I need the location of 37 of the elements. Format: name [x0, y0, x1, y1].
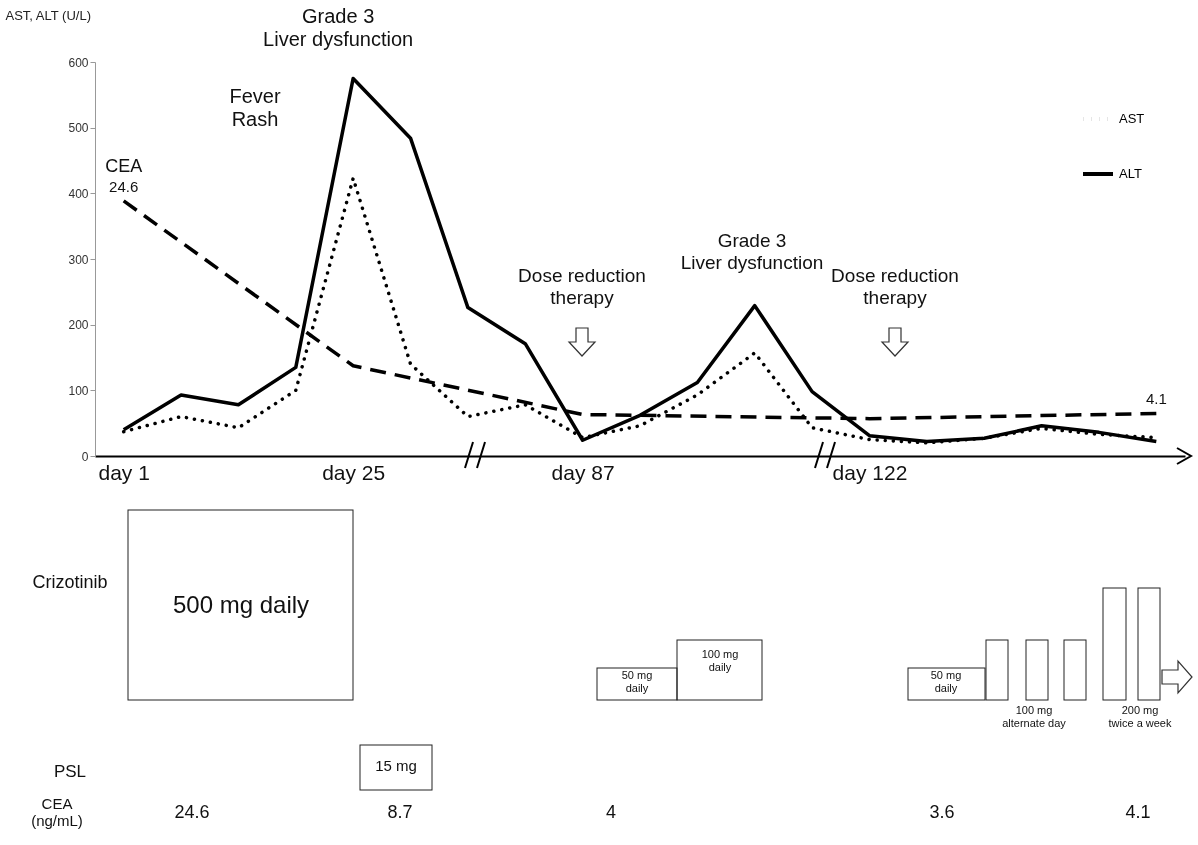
y-tick-label: 0 — [81, 449, 89, 464]
x-tick-label: day 1 — [98, 460, 150, 484]
y-tick-label: 200 — [68, 318, 89, 333]
text: Crizotinib — [32, 572, 108, 593]
text: 3.6 — [929, 802, 955, 823]
text: 50 mg daily — [930, 669, 962, 695]
text: PSL — [53, 762, 87, 782]
y-tick-label: 500 — [68, 121, 89, 136]
y-tick-label: 300 — [68, 252, 89, 267]
data-label: 24.6 — [109, 177, 139, 195]
y-tick-label: 600 — [68, 55, 89, 70]
annotation: Dose reduction therapy — [518, 265, 646, 309]
text: 50 mg daily — [621, 669, 653, 695]
text: 100 mg daily — [701, 648, 739, 674]
text: 8.7 — [387, 802, 413, 823]
x-tick-label: day 25 — [322, 460, 386, 484]
y-tick-label: 100 — [68, 383, 89, 398]
annotation: Grade 3 Liver dysfunction — [263, 5, 414, 52]
x-tick-label: day 122 — [832, 460, 908, 484]
x-tick-label: day 87 — [551, 460, 615, 484]
annotation: Grade 3 Liver dysfunction — [680, 230, 824, 274]
annotation: Dose reduction therapy — [831, 265, 959, 309]
text: 200 mg twice a week — [1108, 704, 1172, 730]
series-label: CEA — [105, 155, 143, 176]
text: 15 mg — [375, 757, 417, 775]
text: CEA (ng/mL) — [31, 795, 83, 830]
text: 500 mg daily — [172, 591, 310, 619]
data-label: 4.1 — [1145, 390, 1167, 408]
text: 4 — [605, 802, 617, 823]
text: 24.6 — [174, 802, 210, 823]
legend-label: ALT — [1119, 166, 1142, 181]
annotation: Fever Rash — [229, 85, 281, 131]
y-tick-label: 400 — [68, 186, 89, 201]
legend-label: AST — [1119, 111, 1145, 126]
text: 100 mg alternate day — [1002, 704, 1066, 730]
text: 4.1 — [1125, 802, 1151, 823]
y-axis-title: AST, ALT (U/L) — [5, 7, 91, 23]
